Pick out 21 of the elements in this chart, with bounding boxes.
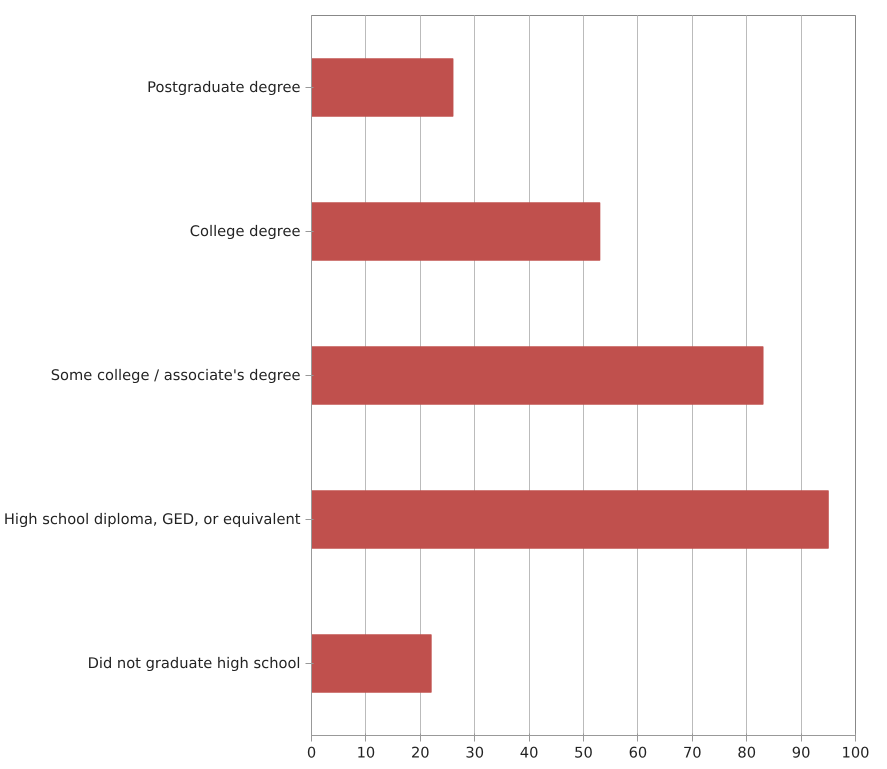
bar bbox=[312, 346, 764, 405]
x-tick-label: 80 bbox=[737, 744, 756, 762]
x-tick-label: 90 bbox=[792, 744, 810, 762]
x-tick-label: 40 bbox=[520, 744, 538, 762]
y-tick-label: Did not graduate high school bbox=[88, 655, 301, 672]
x-tick-label: 10 bbox=[356, 744, 376, 762]
bar bbox=[312, 58, 454, 117]
bar bbox=[312, 202, 600, 261]
x-tick-label: 50 bbox=[574, 744, 593, 762]
x-tick-label: 20 bbox=[410, 744, 430, 762]
y-tick-label: Some college / associate's degree bbox=[50, 367, 300, 384]
x-tick-label: 30 bbox=[465, 744, 484, 762]
x-tick-label: 60 bbox=[628, 744, 648, 762]
x-tick-label: 0 bbox=[306, 744, 316, 762]
y-tick-label: High school diploma, GED, or equivalent bbox=[4, 511, 301, 528]
bar bbox=[312, 490, 829, 549]
bar bbox=[312, 634, 432, 693]
x-tick-label: 100 bbox=[842, 744, 870, 762]
y-tick-label: Postgraduate degree bbox=[147, 79, 301, 96]
y-tick-label: College degree bbox=[190, 223, 300, 240]
x-tick-label: 70 bbox=[682, 744, 702, 762]
